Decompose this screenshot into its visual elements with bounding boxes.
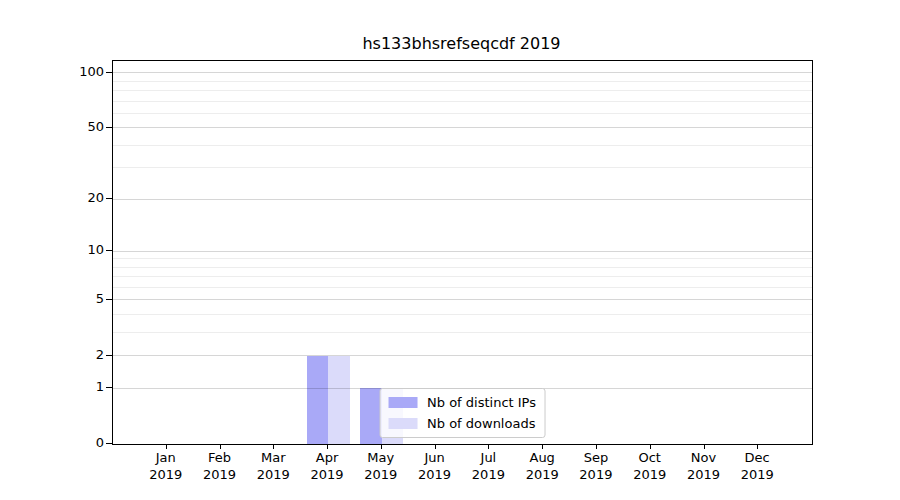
y-tick-label-20: 20 [30, 190, 104, 206]
gridline-y-40 [113, 145, 812, 146]
x-tick-label-dec: Dec2019 [725, 449, 789, 483]
chart-title: hs133bhsrefseqcdf 2019 [112, 34, 811, 53]
legend-label-distinct-ips: Nb of distinct IPs [427, 395, 536, 410]
y-tick-5 [106, 299, 112, 300]
gridline-y-80 [113, 90, 812, 91]
gridline-y-100 [113, 72, 812, 73]
gridline-y-5 [113, 299, 812, 300]
y-tick-100 [106, 72, 112, 73]
gridline-y-50 [113, 127, 812, 128]
y-tick-label-1: 1 [30, 379, 104, 395]
y-tick-label-100: 100 [30, 64, 104, 80]
y-tick-label-0: 0 [30, 435, 104, 451]
bar-apr-downloads [328, 356, 350, 444]
bar-apr-distinct-ips [307, 356, 329, 444]
legend: Nb of distinct IPs Nb of downloads [379, 388, 546, 438]
chart: hs133bhsrefseqcdf 2019 Nb of distinct IP… [0, 0, 900, 500]
y-tick-10 [106, 250, 112, 251]
y-tick-0 [106, 443, 112, 444]
gridline-y-3 [113, 332, 812, 333]
gridline-y-90 [113, 81, 812, 82]
plot-area: Nb of distinct IPs Nb of downloads [112, 60, 813, 445]
y-tick-2 [106, 355, 112, 356]
y-tick-label-2: 2 [30, 347, 104, 363]
gridline-y-60 [113, 113, 812, 114]
gridline-y-70 [113, 101, 812, 102]
legend-item-downloads: Nb of downloads [388, 416, 536, 431]
gridline-y-6 [113, 287, 812, 288]
y-tick-50 [106, 127, 112, 128]
y-tick-20 [106, 198, 112, 199]
legend-swatch-downloads [388, 418, 417, 429]
x-tick-year-dec: 2019 [725, 466, 789, 483]
gridline-y-9 [113, 258, 812, 259]
gridline-y-8 [113, 267, 812, 268]
y-tick-label-10: 10 [30, 242, 104, 258]
gridline-y-10 [113, 251, 812, 252]
gridline-y-7 [113, 276, 812, 277]
y-tick-1 [106, 387, 112, 388]
x-tick-month-dec: Dec [725, 449, 789, 466]
y-tick-label-50: 50 [30, 119, 104, 135]
gridline-y-4 [113, 314, 812, 315]
y-tick-label-5: 5 [30, 291, 104, 307]
gridline-y-30 [113, 167, 812, 168]
gridline-y-20 [113, 199, 812, 200]
gridline-y-2 [113, 355, 812, 356]
legend-item-distinct-ips: Nb of distinct IPs [388, 395, 536, 410]
legend-label-downloads: Nb of downloads [427, 416, 535, 431]
legend-swatch-distinct-ips [388, 397, 417, 408]
